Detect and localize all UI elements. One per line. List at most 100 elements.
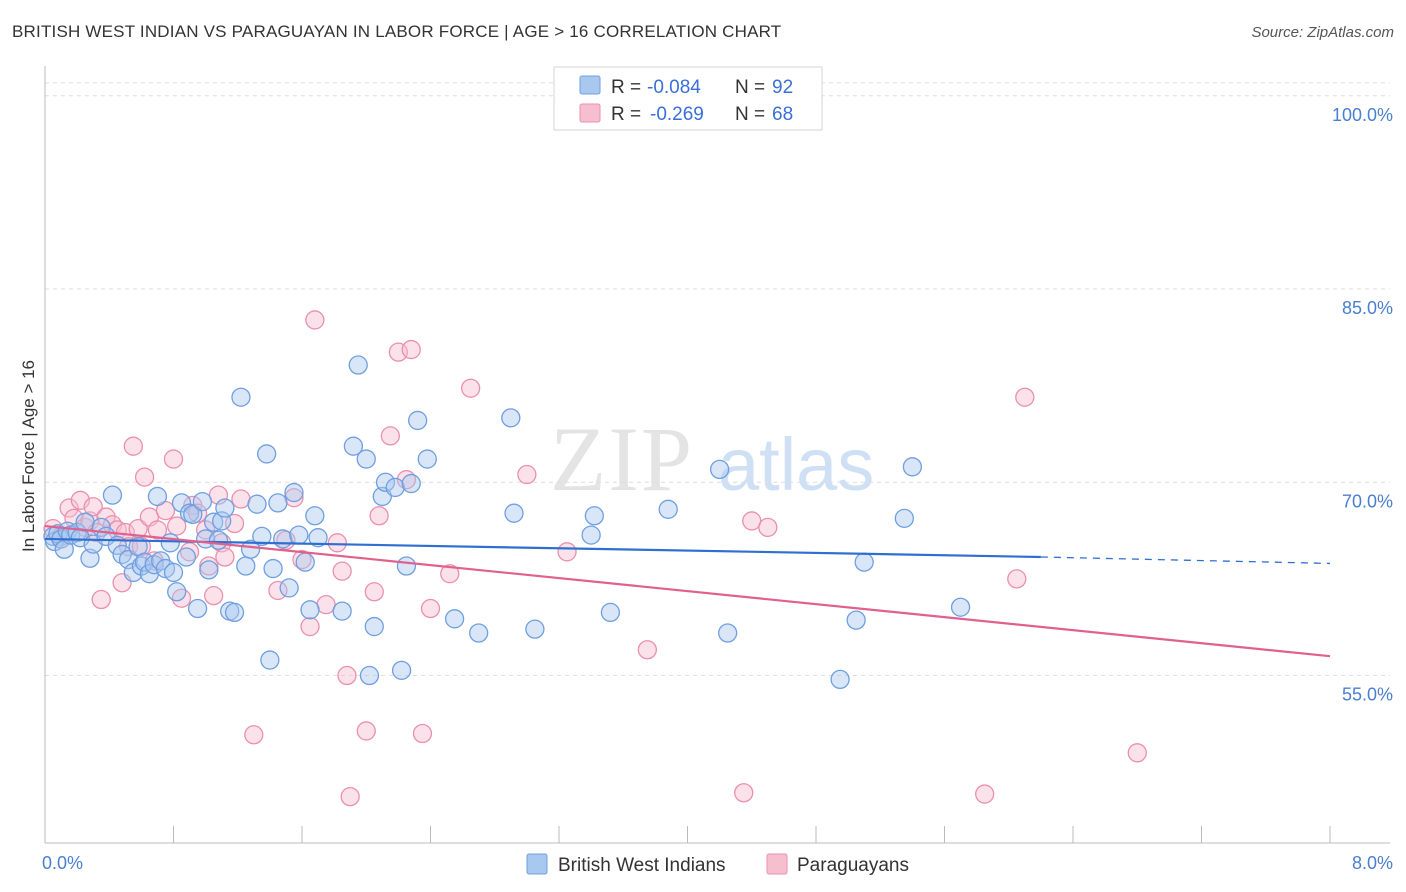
british-west-indians-point — [709, 459, 730, 480]
british-west-indians-point — [846, 610, 866, 630]
british-west-indians-point — [160, 533, 180, 553]
paraguayans-point — [244, 725, 264, 745]
british-west-indians-point — [581, 525, 601, 545]
paraguayans-point — [147, 520, 168, 540]
british-west-indians-point — [501, 408, 521, 428]
paraguayans-point — [96, 507, 116, 527]
british-west-indians-point — [718, 623, 738, 643]
british-west-indians-point — [894, 508, 914, 528]
british-west-indians-point — [348, 355, 368, 375]
british-west-indians-point — [163, 562, 184, 583]
british-west-indians-point — [231, 387, 251, 407]
paraguayans-point — [401, 339, 421, 360]
paraguayans-point — [163, 449, 184, 469]
british-west-indians-point — [236, 556, 256, 576]
watermark-atlas: atlas — [718, 423, 874, 506]
british-west-indians-point — [199, 560, 219, 580]
british-west-indians-point — [112, 544, 132, 565]
british-west-indians-point — [401, 473, 421, 494]
british-west-indians-point — [224, 602, 245, 623]
british-west-indians-point — [80, 548, 100, 568]
british-west-indians-point — [171, 493, 192, 513]
paraguayans-point — [1127, 743, 1147, 763]
y-tick-label: 100.0% — [1332, 105, 1393, 125]
grid-lines — [45, 82, 1390, 677]
british-west-indians-point — [289, 525, 309, 545]
axes — [44, 66, 1390, 844]
british-west-indians-point — [257, 444, 277, 464]
british-west-indians-point — [584, 506, 604, 526]
british-west-indians-point — [950, 597, 971, 617]
british-west-indians-point — [263, 558, 283, 579]
trend-line-british-west-indians-extension — [1040, 556, 1331, 565]
british-west-indians-point — [183, 504, 203, 525]
correlation-legend: R = -0.084 N = 92 R = -0.269 N = 68 — [553, 66, 823, 131]
paraguayans-point — [179, 542, 200, 562]
british-west-indians-point — [308, 528, 328, 548]
british-west-indians-point — [343, 436, 364, 456]
british-west-indians-point — [284, 482, 304, 503]
british-west-indians-point — [359, 665, 380, 686]
british-west-indians-point — [830, 669, 850, 690]
british-west-indians-point — [407, 410, 428, 431]
paraguayans-point — [364, 582, 384, 602]
legend-r-value-1: -0.084 — [647, 77, 701, 98]
british-west-indians-point — [375, 472, 396, 492]
british-west-indians-point — [268, 493, 288, 513]
legend-n-value-1: 92 — [772, 77, 793, 98]
british-west-indians-point — [444, 609, 465, 629]
paraguayans-point — [123, 436, 143, 456]
paraguayans-point — [204, 585, 224, 606]
paraguayans-point — [134, 467, 155, 487]
british-west-indians-point — [391, 660, 412, 681]
british-west-indians-point — [176, 547, 197, 567]
paraguayans-point — [300, 616, 320, 637]
paraguayans-point — [59, 498, 79, 518]
paraguayans-point — [637, 640, 657, 660]
y-tick-label: 55.0% — [1342, 685, 1393, 705]
paraguayans-point — [167, 516, 187, 536]
paraguayans-point — [975, 784, 995, 804]
british-west-indians-point — [273, 529, 293, 549]
series-legend: British West Indians Paraguayans — [526, 853, 909, 876]
paraguayans-point — [327, 533, 347, 553]
watermark-zip: ZIP — [550, 408, 694, 510]
british-west-indians-point — [215, 498, 235, 518]
source-credit: Source: ZipAtlas.com — [1251, 24, 1394, 41]
british-west-indians-point — [252, 526, 272, 547]
british-west-indians-point — [260, 650, 280, 670]
british-west-indians-point — [396, 556, 417, 576]
british-west-indians-point — [300, 600, 320, 620]
paraguayans-point — [268, 580, 288, 601]
british-west-indians-point — [295, 552, 315, 572]
paraguayans-point — [369, 506, 389, 526]
british-west-indians-point — [469, 623, 489, 643]
british-west-indians-point — [332, 601, 352, 621]
trend-lines — [44, 524, 1331, 658]
paraguayans-point — [305, 310, 325, 330]
paraguayans-point — [1015, 387, 1035, 407]
y-tick-labels: 100.0% 85.0% 70.0% 55.0% — [1332, 105, 1393, 705]
paraguayans-point — [758, 517, 778, 538]
legend-n-label-2: N = — [735, 104, 765, 125]
legend-swatch-pink — [579, 103, 601, 123]
paraguayans-point — [380, 426, 400, 446]
british-west-indians-point — [305, 506, 325, 526]
paraguayans-point — [420, 598, 441, 619]
trend-line-paraguayans — [44, 524, 1331, 658]
paraguayans-point — [332, 561, 352, 581]
x-tick-label-max: 8.0% — [1352, 853, 1393, 873]
paraguayans-point — [231, 489, 251, 509]
british-west-indians-point — [658, 499, 678, 519]
paraguayans-point — [734, 783, 754, 803]
british-west-indians-point — [208, 530, 229, 550]
british-west-indians-point — [240, 539, 261, 559]
legend-r-value-2: -0.269 — [650, 104, 704, 125]
paraguayans-point — [292, 549, 312, 570]
paraguayans-point — [337, 665, 357, 686]
paraguayans-point — [557, 542, 577, 562]
y-axis-title: In Labor Force | Age > 16 — [19, 360, 38, 552]
chart-title: BRITISH WEST INDIAN VS PARAGUAYAN IN LAB… — [12, 22, 782, 41]
paraguayans-point — [440, 564, 460, 584]
